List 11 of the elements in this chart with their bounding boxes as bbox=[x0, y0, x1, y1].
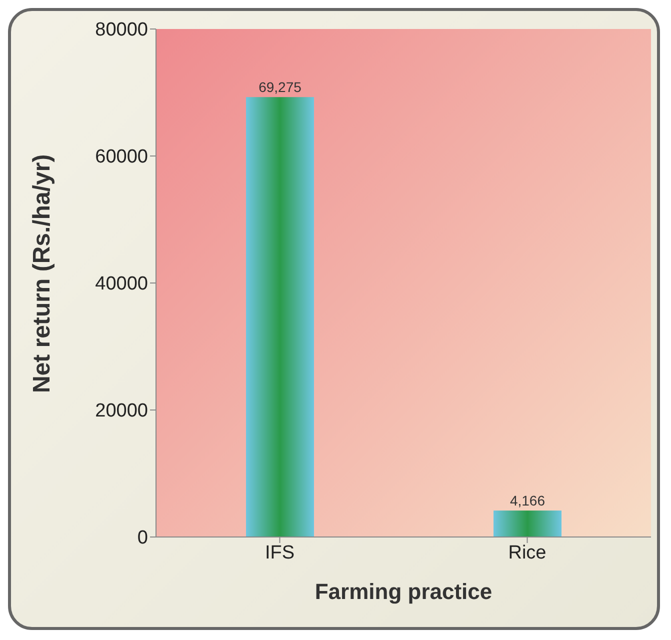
y-tick-label: 60000 bbox=[95, 146, 148, 168]
data-label: 69,275 bbox=[258, 79, 302, 96]
x-tick-label: IFS bbox=[264, 542, 295, 564]
y-tick-label: 80000 bbox=[95, 20, 148, 41]
x-axis-title: Farming practice bbox=[314, 579, 492, 604]
y-tick-label: 0 bbox=[137, 528, 148, 549]
y-tick-label: 40000 bbox=[95, 274, 148, 295]
y-tick-label: 20000 bbox=[95, 400, 148, 422]
data-label: 4,166 bbox=[510, 492, 546, 509]
y-axis-title: Net return (Rs./ha/yr) bbox=[28, 154, 56, 393]
x-tick-label: Rice bbox=[508, 542, 546, 564]
